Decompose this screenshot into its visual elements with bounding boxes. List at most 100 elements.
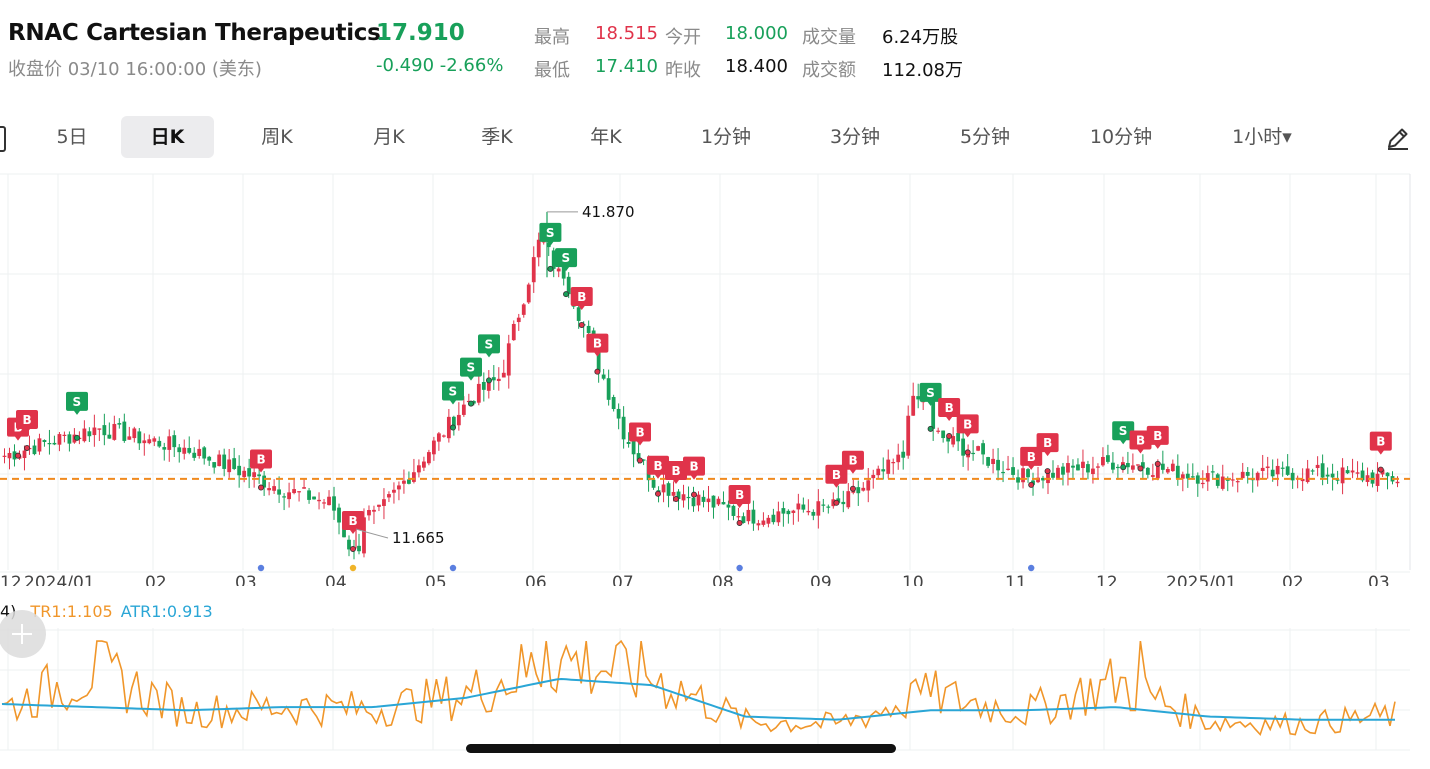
- buy-marker[interactable]: B: [825, 464, 848, 506]
- buy-marker[interactable]: B: [16, 409, 38, 451]
- candle-body: [796, 503, 801, 510]
- tab-1hour-dropdown[interactable]: 1小时▾: [1232, 126, 1292, 148]
- sell-marker[interactable]: S: [460, 357, 482, 407]
- candle-body: [881, 469, 886, 472]
- candle-body: [596, 342, 601, 372]
- x-tick-label: 05: [425, 573, 447, 586]
- candle-body: [716, 498, 721, 505]
- buy-marker[interactable]: B: [728, 484, 751, 526]
- turnover-value: 112.08万: [882, 60, 963, 81]
- buy-marker[interactable]: B: [841, 450, 864, 492]
- candle-body: [1395, 481, 1400, 484]
- candle-body: [167, 436, 172, 450]
- sell-marker[interactable]: S: [539, 222, 562, 272]
- candle-body: [706, 498, 711, 503]
- atr-indicator-chart[interactable]: [0, 600, 1430, 760]
- sell-marker[interactable]: S: [919, 382, 942, 432]
- tab-yearly-k[interactable]: 年K: [590, 126, 622, 148]
- candle-body: [961, 438, 966, 456]
- candle-body: [1056, 467, 1060, 480]
- candle-body: [1071, 465, 1075, 468]
- candle-body: [466, 400, 471, 403]
- candle-body: [247, 468, 252, 477]
- candle-body: [337, 507, 341, 523]
- candle-body: [142, 440, 147, 444]
- buy-marker[interactable]: B: [1020, 446, 1043, 488]
- sell-marker[interactable]: S: [442, 381, 464, 431]
- add-indicator-button[interactable]: [0, 610, 46, 658]
- candle-body: [292, 489, 296, 494]
- buy-marker[interactable]: B: [647, 455, 669, 497]
- candle-body: [641, 459, 646, 461]
- buy-marker[interactable]: B: [250, 449, 272, 491]
- candle-body: [1340, 467, 1345, 484]
- candle-body: [426, 452, 431, 464]
- candle-body: [7, 452, 12, 459]
- candle-body: [756, 523, 761, 526]
- candle-body: [1270, 469, 1275, 477]
- candlestick-chart[interactable]: BBSBBSSSSSBBBBBBBBBSBBBBSBBB 41.870 11.6…: [0, 172, 1430, 586]
- buy-marker[interactable]: B: [570, 286, 593, 328]
- candle-body: [1350, 470, 1355, 473]
- sell-marker[interactable]: S: [66, 391, 88, 441]
- buy-marker[interactable]: B: [938, 398, 961, 440]
- tab-weekly-k[interactable]: 周K: [261, 126, 293, 148]
- x-tick-label: 03: [235, 573, 257, 586]
- svg-text:S: S: [562, 251, 571, 265]
- candle-body: [1096, 466, 1100, 468]
- candle-body: [322, 502, 326, 504]
- tab-1min[interactable]: 1分钟: [700, 126, 752, 148]
- tab-daily-k[interactable]: 日K: [121, 116, 214, 158]
- candle-body: [182, 447, 187, 454]
- buy-marker[interactable]: B: [683, 456, 705, 498]
- buy-marker[interactable]: B: [629, 422, 651, 464]
- candle-body: [576, 307, 581, 321]
- buy-marker[interactable]: B: [956, 414, 979, 456]
- candle-body: [412, 472, 416, 482]
- pencil-icon[interactable]: [1384, 124, 1412, 152]
- x-tick-label: 02: [1282, 573, 1304, 586]
- candle-body: [287, 492, 291, 500]
- buy-marker[interactable]: B: [586, 333, 609, 375]
- buy-marker[interactable]: B: [1369, 431, 1392, 473]
- candle-body: [1260, 467, 1265, 471]
- event-dot[interactable]: [1028, 564, 1035, 572]
- sell-marker[interactable]: S: [1112, 421, 1135, 471]
- tab-quarterly-k[interactable]: 季K: [481, 126, 513, 148]
- tab-5d[interactable]: 5日: [56, 126, 88, 148]
- buy-marker[interactable]: B: [1036, 433, 1059, 475]
- candle-body: [1125, 463, 1130, 468]
- candle-body: [1140, 462, 1145, 469]
- tab-5min[interactable]: 5分钟: [959, 126, 1011, 148]
- candle-body: [1240, 471, 1245, 479]
- event-dot[interactable]: [257, 564, 265, 572]
- candle-body: [1066, 463, 1070, 473]
- sell-marker[interactable]: S: [478, 334, 500, 384]
- tab-10min[interactable]: 10分钟: [1089, 126, 1153, 148]
- candle-body: [392, 489, 396, 493]
- buy-marker[interactable]: B: [342, 510, 364, 552]
- candle-body: [317, 499, 321, 502]
- event-dot[interactable]: [349, 564, 357, 572]
- trade-markers-layer: BBSBBSSSSSBBBBBBBBBSBBBBSBBB: [7, 222, 1392, 552]
- buy-marker[interactable]: B: [1129, 430, 1152, 472]
- candle-body: [362, 517, 366, 554]
- candle-body: [911, 395, 916, 416]
- candle-body: [112, 423, 117, 440]
- candle-body: [67, 434, 72, 444]
- candle-body: [197, 448, 202, 456]
- sell-marker[interactable]: S: [555, 248, 578, 298]
- tab-3min[interactable]: 3分钟: [829, 126, 881, 148]
- x-tick-label: 12: [0, 573, 22, 586]
- candle-body: [791, 510, 796, 513]
- buy-marker[interactable]: B: [1146, 425, 1169, 467]
- candle-body: [1135, 464, 1140, 466]
- event-dot[interactable]: [736, 564, 743, 572]
- candle-body: [1245, 471, 1250, 476]
- candle-body: [916, 396, 921, 400]
- buy-marker[interactable]: B: [665, 461, 687, 503]
- tab-monthly-k[interactable]: 月K: [373, 126, 405, 148]
- candle-body: [327, 496, 331, 506]
- price-change: -0.490 -2.66%: [376, 55, 504, 76]
- event-dot[interactable]: [449, 564, 457, 572]
